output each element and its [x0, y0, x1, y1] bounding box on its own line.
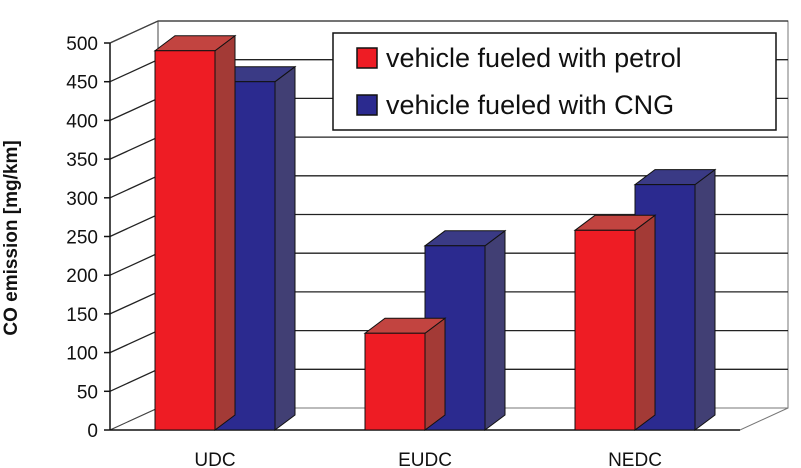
x-tick-labels: UDC EUDC NEDC	[194, 450, 662, 468]
y-tick-label: 450	[66, 73, 98, 94]
legend: vehicle fueled with petrol vehicle fuele…	[332, 32, 777, 131]
legend-label-cng: vehicle fueled with CNG	[386, 90, 674, 120]
x-tick-label: EUDC	[398, 450, 452, 468]
bar-side	[274, 65, 296, 431]
y-tick-labels: 0 50 100 150 200 250 300 350 400 450 500	[66, 34, 98, 442]
bar-side	[214, 34, 236, 431]
y-tick-label: 250	[66, 228, 98, 249]
y-tick-label: 400	[66, 111, 98, 132]
y-tick-label: 200	[66, 266, 98, 287]
legend-label-petrol: vehicle fueled with petrol	[386, 43, 682, 73]
y-tick-label: 50	[77, 382, 98, 403]
bar-side	[694, 168, 716, 431]
bar	[364, 332, 426, 431]
x-tick-label: UDC	[194, 450, 235, 468]
legend-swatch-cng	[356, 94, 378, 116]
x-tick-label: NEDC	[608, 450, 662, 468]
bar	[154, 50, 216, 431]
y-tick-label: 350	[66, 150, 98, 171]
bar-side	[634, 214, 656, 431]
y-tick-label: 500	[66, 34, 98, 55]
bars	[153, 34, 717, 431]
y-tick-label: 300	[66, 189, 98, 210]
y-tick-label: 100	[66, 344, 98, 365]
bar	[574, 229, 636, 431]
bar-side	[484, 229, 506, 431]
y-tick-label: 150	[66, 305, 98, 326]
bar-side	[424, 317, 446, 431]
legend-swatch-petrol	[356, 47, 378, 69]
y-axis-label: CO emission [mg/km]	[1, 140, 22, 335]
legend-box	[332, 32, 777, 131]
y-tick-label: 0	[87, 421, 98, 442]
